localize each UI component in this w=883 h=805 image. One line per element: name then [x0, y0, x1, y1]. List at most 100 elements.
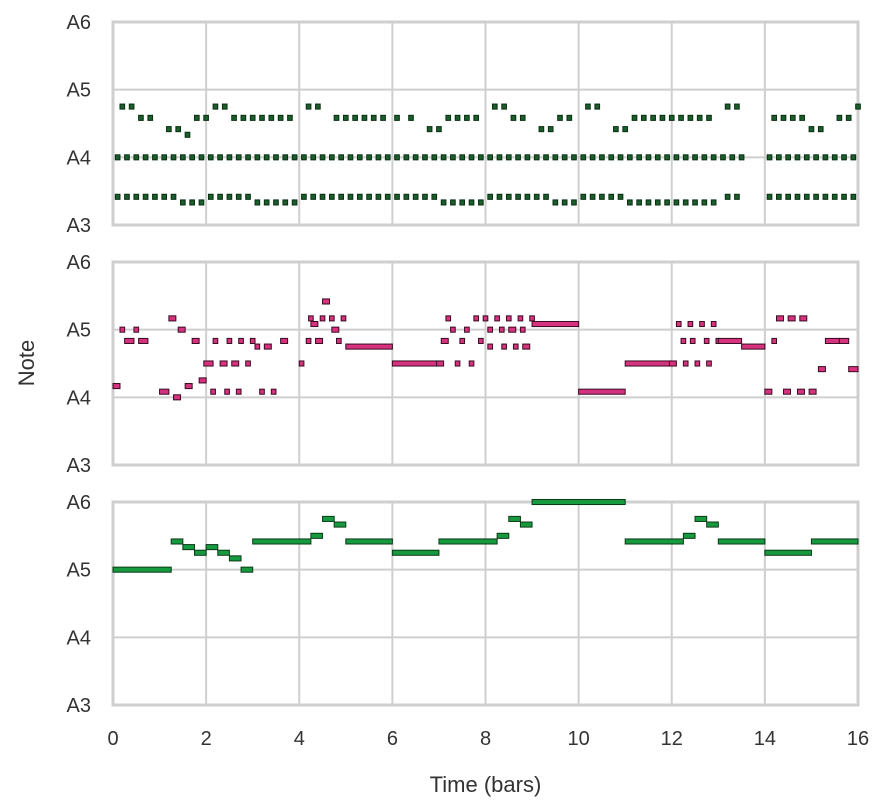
note-bar: [147, 114, 154, 121]
note-bar: [617, 193, 624, 200]
note-bar: [152, 193, 158, 200]
note-bar: [738, 154, 745, 161]
panel-frame: [111, 500, 860, 707]
note-bar: [340, 315, 347, 322]
panel-3: A3 A4 A5 A6: [67, 492, 860, 717]
note-bar: [193, 549, 207, 556]
note-bar: [431, 154, 438, 161]
note-bar: [783, 388, 791, 395]
note-bar: [654, 199, 661, 206]
note-bar: [673, 199, 680, 206]
note-bar: [799, 114, 805, 121]
note-bar: [578, 388, 626, 395]
y-tick-label: A5: [67, 80, 91, 102]
note-bar: [522, 343, 531, 350]
x-tick-label: 8: [480, 728, 491, 750]
note-bar: [124, 154, 130, 161]
note-bar: [119, 103, 126, 110]
note-bar: [454, 360, 461, 367]
note-bar: [608, 193, 615, 200]
note-bar: [291, 199, 298, 206]
note-bar: [664, 199, 670, 206]
note-bar: [226, 193, 233, 200]
note-bar: [152, 154, 158, 161]
note-bar: [305, 337, 312, 344]
note-bar: [496, 193, 503, 200]
note-bar: [315, 337, 324, 344]
x-tick-label: 14: [754, 728, 776, 750]
note-bar: [198, 199, 205, 206]
note-bar: [543, 193, 549, 200]
note-bar: [808, 126, 815, 133]
note-bar: [217, 193, 223, 200]
note-bar: [459, 337, 466, 344]
note-bar: [198, 377, 207, 384]
note-bar: [599, 193, 605, 200]
x-tick-label: 12: [661, 728, 683, 750]
x-tick-label: 10: [568, 728, 590, 750]
note-bar: [531, 498, 626, 506]
note-bar: [375, 154, 382, 161]
note-bar: [436, 360, 445, 367]
note-bar: [512, 343, 519, 350]
note-bar: [734, 103, 740, 110]
note-bar: [813, 154, 819, 161]
note-bar: [319, 193, 326, 200]
note-bar: [682, 154, 689, 161]
note-bar: [259, 388, 265, 395]
note-bar: [608, 154, 615, 161]
note-bar: [217, 154, 223, 161]
note-bar: [468, 199, 475, 206]
note-bar: [450, 154, 456, 161]
note-bar: [336, 337, 342, 344]
note-bar: [478, 154, 484, 161]
y-tick-label: A6: [67, 12, 91, 34]
note-bar: [245, 360, 251, 367]
note-bar: [170, 154, 177, 161]
note-bar: [487, 343, 493, 350]
note-bar: [729, 154, 736, 161]
note-bar: [322, 515, 335, 522]
note-bar: [445, 114, 452, 121]
note-bar: [561, 199, 568, 206]
note-bar: [796, 388, 805, 395]
note-bar: [498, 326, 505, 333]
note-bar: [347, 154, 354, 161]
note-bar: [142, 193, 149, 200]
note-bar: [794, 154, 801, 161]
note-bar: [168, 315, 177, 322]
note-bar: [124, 337, 135, 344]
note-bar: [780, 114, 787, 121]
note-bar: [589, 193, 596, 200]
note-bar: [682, 199, 689, 206]
note-bar: [692, 154, 698, 161]
note-bar: [689, 337, 696, 344]
note-bar: [333, 521, 347, 528]
note-bar: [822, 154, 829, 161]
note-bar: [277, 114, 284, 121]
note-bar: [617, 154, 624, 161]
note-bar: [254, 199, 261, 206]
y-tick-label: A4: [67, 387, 91, 409]
note-bar: [720, 154, 726, 161]
note-bar: [631, 114, 638, 121]
note-bar: [189, 154, 195, 161]
note-bar: [776, 154, 782, 161]
note-bar: [838, 337, 850, 344]
note-bar: [519, 521, 533, 528]
note-bar: [668, 360, 677, 367]
note-bar: [701, 154, 708, 161]
note-bar: [445, 315, 452, 322]
note-bar: [454, 114, 461, 121]
note-bar: [412, 154, 419, 161]
note-bar: [384, 154, 391, 161]
note-bar: [682, 532, 696, 539]
note-bar: [329, 154, 335, 161]
note-bar: [280, 337, 289, 344]
note-bar: [557, 114, 563, 121]
note-bar: [636, 199, 642, 206]
note-bar: [627, 154, 633, 161]
note-bar: [235, 193, 242, 200]
note-bar: [841, 193, 847, 200]
x-tick-label: 6: [387, 728, 398, 750]
